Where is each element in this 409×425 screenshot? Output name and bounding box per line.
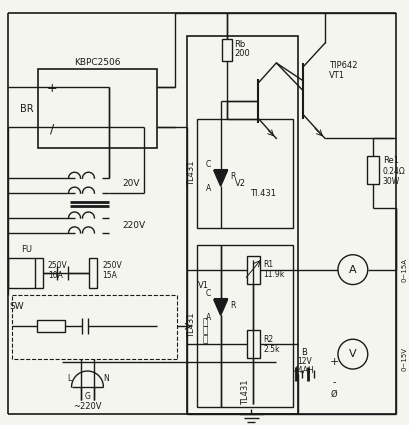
Text: TL431: TL431 xyxy=(187,161,196,186)
Polygon shape xyxy=(213,300,227,315)
Text: TL431: TL431 xyxy=(187,312,196,338)
Text: 0~15V: 0~15V xyxy=(400,347,407,371)
Bar xyxy=(38,69,157,148)
Text: 壳: 壳 xyxy=(202,336,207,345)
Circle shape xyxy=(337,339,367,369)
Text: SW: SW xyxy=(9,302,23,311)
Text: R: R xyxy=(230,172,236,181)
Text: TI.431: TI.431 xyxy=(250,189,276,198)
Text: B: B xyxy=(301,348,306,357)
Text: L: L xyxy=(67,374,72,383)
Text: C: C xyxy=(205,160,210,169)
Text: VT1: VT1 xyxy=(328,71,344,80)
Text: 20V: 20V xyxy=(122,178,139,188)
Text: N: N xyxy=(103,374,109,383)
Text: 250V: 250V xyxy=(102,261,122,270)
Text: +: + xyxy=(328,357,338,367)
Text: -: - xyxy=(331,377,335,387)
Text: R1: R1 xyxy=(263,260,273,269)
Text: 12V: 12V xyxy=(296,357,311,366)
Polygon shape xyxy=(213,170,227,186)
Text: 250V: 250V xyxy=(47,261,67,270)
Text: 11.9k: 11.9k xyxy=(263,270,284,279)
Text: Rb: Rb xyxy=(234,40,245,48)
Text: C: C xyxy=(205,289,210,298)
Text: A: A xyxy=(205,313,210,322)
Text: KBPC2506: KBPC2506 xyxy=(74,58,120,68)
Bar xyxy=(187,36,297,414)
Text: 机: 机 xyxy=(202,327,207,336)
Text: TIP642: TIP642 xyxy=(328,61,357,71)
Text: +: + xyxy=(46,82,57,95)
Bar xyxy=(246,256,260,283)
Text: 2.5k: 2.5k xyxy=(263,345,279,354)
Bar xyxy=(196,245,292,407)
Bar xyxy=(89,258,97,288)
Text: V1: V1 xyxy=(197,281,208,290)
Text: V: V xyxy=(348,349,356,359)
Text: TL431: TL431 xyxy=(240,379,249,405)
Text: 220V: 220V xyxy=(122,221,145,230)
Bar xyxy=(246,330,260,358)
Text: 0~15A: 0~15A xyxy=(400,258,407,282)
Text: Re1: Re1 xyxy=(382,156,398,165)
Bar xyxy=(35,258,43,288)
Bar xyxy=(366,156,378,184)
Circle shape xyxy=(337,255,367,285)
Text: ~220V: ~220V xyxy=(73,402,101,411)
Text: R: R xyxy=(230,301,236,310)
Text: 10A: 10A xyxy=(47,271,63,280)
Text: A: A xyxy=(205,184,210,193)
Text: 0.24Ω: 0.24Ω xyxy=(382,167,405,176)
Text: FU: FU xyxy=(21,245,32,254)
Text: BR: BR xyxy=(20,104,34,113)
Bar xyxy=(196,119,292,228)
Text: Ø: Ø xyxy=(330,389,337,398)
Bar xyxy=(221,39,231,61)
Text: R2: R2 xyxy=(263,335,273,344)
Text: 200: 200 xyxy=(234,49,250,59)
Text: 15A: 15A xyxy=(102,271,117,280)
Text: /: / xyxy=(49,122,54,135)
Text: 44AH: 44AH xyxy=(293,366,314,374)
Text: 接: 接 xyxy=(202,318,207,327)
Text: G: G xyxy=(84,392,90,401)
Bar xyxy=(37,320,65,332)
Text: 30W: 30W xyxy=(382,177,399,186)
Text: V2: V2 xyxy=(234,178,245,188)
Text: A: A xyxy=(348,265,356,275)
